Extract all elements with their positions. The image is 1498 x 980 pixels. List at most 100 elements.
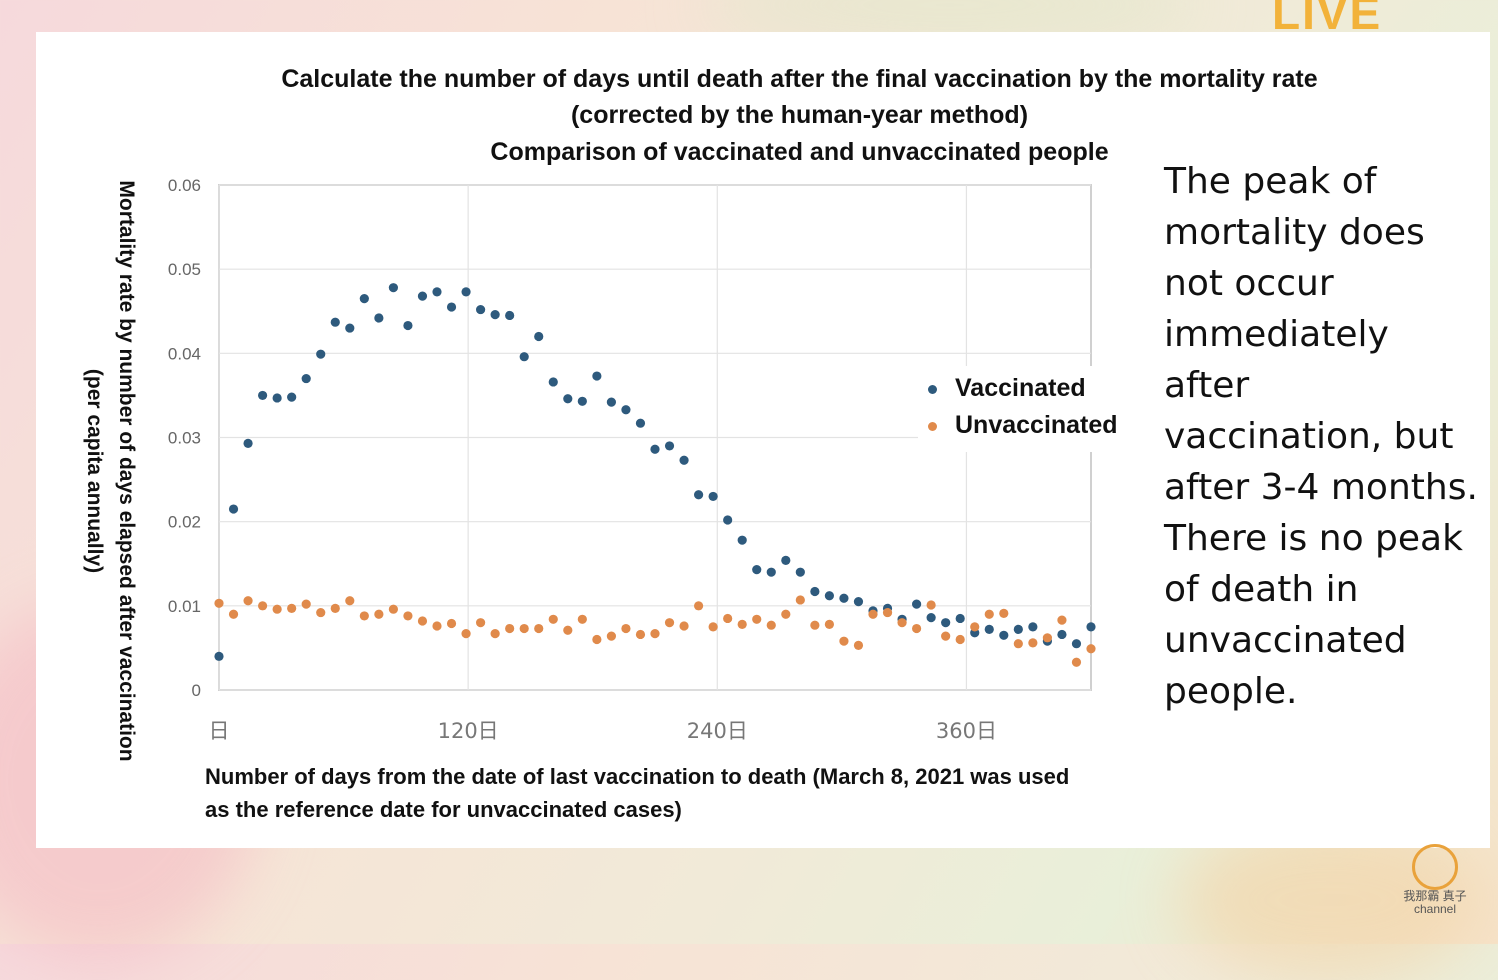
data-point-vaccinated [664,441,675,451]
data-point-vaccinated [272,393,282,403]
data-point-vaccinated [519,352,529,362]
y-tick-label: 0.06 [168,176,201,195]
data-point-unvaccinated [563,625,573,635]
data-point-unvaccinated [635,629,646,640]
data-point-unvaccinated [723,613,733,624]
data-point-vaccinated [287,392,297,402]
annotation-line: after 3-4 months. [1164,467,1478,508]
y-tick-label: 0.04 [168,344,201,363]
data-point-unvaccinated [345,596,355,606]
data-point-vaccinated [490,310,500,320]
data-point-unvaccinated [417,616,428,626]
data-point-vaccinated [359,294,369,304]
data-point-vaccinated [374,313,384,323]
data-point-unvaccinated [592,634,602,645]
legend-item-vaccinated: Vaccinated [928,374,1086,403]
data-point-vaccinated [214,651,224,661]
x-tick-label: 360日 [936,719,997,743]
data-point-unvaccinated [505,623,515,634]
chart-title-line-1: Calculate the number of days until death… [281,65,1318,93]
data-point-vaccinated [650,444,660,454]
annotation-line: of death in [1164,569,1359,610]
data-point-unvaccinated [912,623,922,634]
data-point-vaccinated [577,396,587,406]
data-point-vaccinated [766,567,776,577]
data-point-vaccinated [592,371,602,381]
data-point-vaccinated [752,565,762,575]
data-point-unvaccinated [1071,657,1082,667]
data-point-vaccinated [839,593,849,603]
data-point-unvaccinated [737,619,747,629]
data-point-vaccinated [984,624,994,635]
data-point-unvaccinated [461,629,471,639]
data-point-unvaccinated [752,614,762,624]
data-point-unvaccinated [359,611,369,621]
annotation-line: vaccination, but [1164,416,1454,457]
data-point-vaccinated [708,491,718,502]
data-point-vaccinated [243,438,253,448]
annotation-line: There is no peak [1164,518,1463,559]
chart-title-line-2: (corrected by the human-year method) [570,101,1029,129]
data-point-vaccinated [912,599,922,609]
data-point-unvaccinated [853,640,864,650]
data-point-unvaccinated [287,603,297,613]
data-point-vaccinated [432,287,442,297]
data-point-vaccinated [853,597,864,607]
y-tick-label: 0.01 [168,597,201,616]
data-point-unvaccinated [839,636,849,646]
data-point-unvaccinated [955,634,965,645]
data-point-unvaccinated [534,623,544,634]
data-point-unvaccinated [476,618,486,628]
series-unvaccinated [214,595,1096,667]
data-point-unvaccinated [403,611,413,621]
data-point-vaccinated [1071,639,1082,649]
data-point-unvaccinated [679,621,689,631]
data-point-vaccinated [316,349,326,359]
data-point-unvaccinated [519,623,529,634]
annotation-line: people. [1164,671,1298,712]
annotation-line: unvaccinated [1164,620,1407,661]
slide-panel: Calculate the number of days until death… [36,32,1490,848]
data-point-vaccinated [388,283,398,293]
data-point-vaccinated [1013,624,1023,635]
data-point-vaccinated [955,613,965,624]
data-point-vaccinated [999,630,1009,640]
data-point-unvaccinated [258,601,268,611]
data-point-vaccinated [606,397,617,407]
data-point-unvaccinated [868,609,878,619]
data-point-vaccinated [781,555,791,565]
data-point-unvaccinated [446,618,457,629]
data-point-unvaccinated [388,604,398,614]
annotation-line: The peak of [1164,161,1377,202]
x-tick-label: 240日 [687,719,748,743]
data-point-vaccinated [824,591,835,601]
y-tick-label: 0 [192,681,201,700]
data-point-vaccinated [810,586,820,597]
x-tick-label: 120日 [438,719,499,743]
data-point-unvaccinated [621,623,631,634]
data-point-vaccinated [1086,622,1096,632]
scatter-chart: 0 0.01 0.02 0.03 0.04 0.05 0.06 日 120日 240日 360日 [168,176,1096,743]
legend-marker-unvaccinated [928,421,937,431]
data-point-vaccinated [737,535,747,545]
data-point-unvaccinated [999,608,1009,619]
series-vaccinated [214,283,1096,661]
data-point-vaccinated [926,613,936,623]
data-point-unvaccinated [810,620,820,630]
y-tick-label: 0.05 [168,260,201,279]
legend-marker-vaccinated [928,384,937,394]
y-tick-label: 0.02 [168,513,201,532]
legend-item-unvaccinated: Unvaccinated [928,411,1118,440]
data-point-vaccinated [694,490,704,500]
data-point-vaccinated [679,455,689,465]
data-point-vaccinated [635,418,646,428]
data-point-unvaccinated [941,631,951,641]
data-point-unvaccinated [664,618,675,628]
y-axis-label: Mortality rate by number of days elapsed… [70,140,150,802]
x-axis-label-line-2: as the reference date for unvaccinated c… [205,797,682,822]
data-point-unvaccinated [1057,615,1067,625]
data-point-unvaccinated [490,629,500,639]
data-point-unvaccinated [228,609,239,619]
data-point-unvaccinated [214,598,224,608]
data-point-unvaccinated [708,622,718,632]
